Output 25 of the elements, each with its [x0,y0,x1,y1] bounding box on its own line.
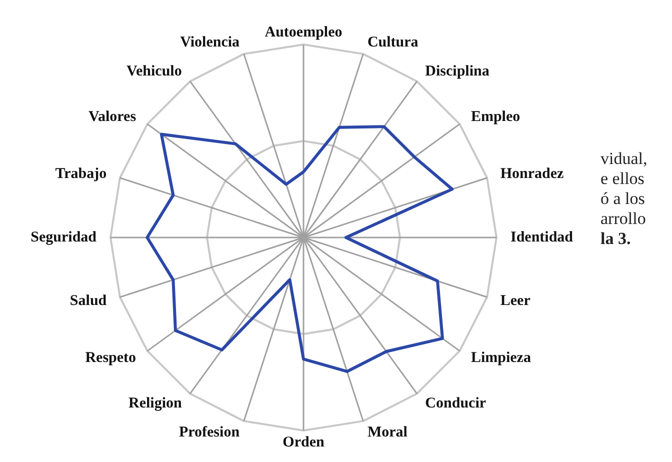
spoke-label: Disciplina [425,64,490,80]
spoke-label: Limpieza [470,350,532,366]
spoke-label: Empleo [470,109,520,126]
spoke-label: Honradez [500,166,564,182]
text: la 3. [600,229,631,248]
spoke-label: Valores [88,109,136,126]
spoke-label: Salud [70,292,108,309]
spoke-label: Conducir [425,395,486,412]
text: arrollo [600,209,646,228]
text: ó a los [600,189,645,208]
spoke-label: Respeto [85,350,136,366]
spoke-label: Moral [367,424,408,440]
spoke-label: Profesion [178,424,240,440]
spoke-label: Seguridad [30,230,98,246]
spoke-label: Orden [282,434,325,450]
spoke-label: Vehiculo [126,64,182,80]
spoke-label: Religion [128,395,182,412]
spoke-label: Leer [500,292,531,309]
spoke-label: Violencia [180,34,240,51]
spoke-label: Trabajo [55,166,107,182]
spoke-label: Cultura [367,34,419,51]
spoke-label: Autoempleo [264,24,342,40]
text: vidual, [600,149,648,168]
text: e ellos [600,169,644,188]
spoke-label: Identidad [510,230,574,246]
